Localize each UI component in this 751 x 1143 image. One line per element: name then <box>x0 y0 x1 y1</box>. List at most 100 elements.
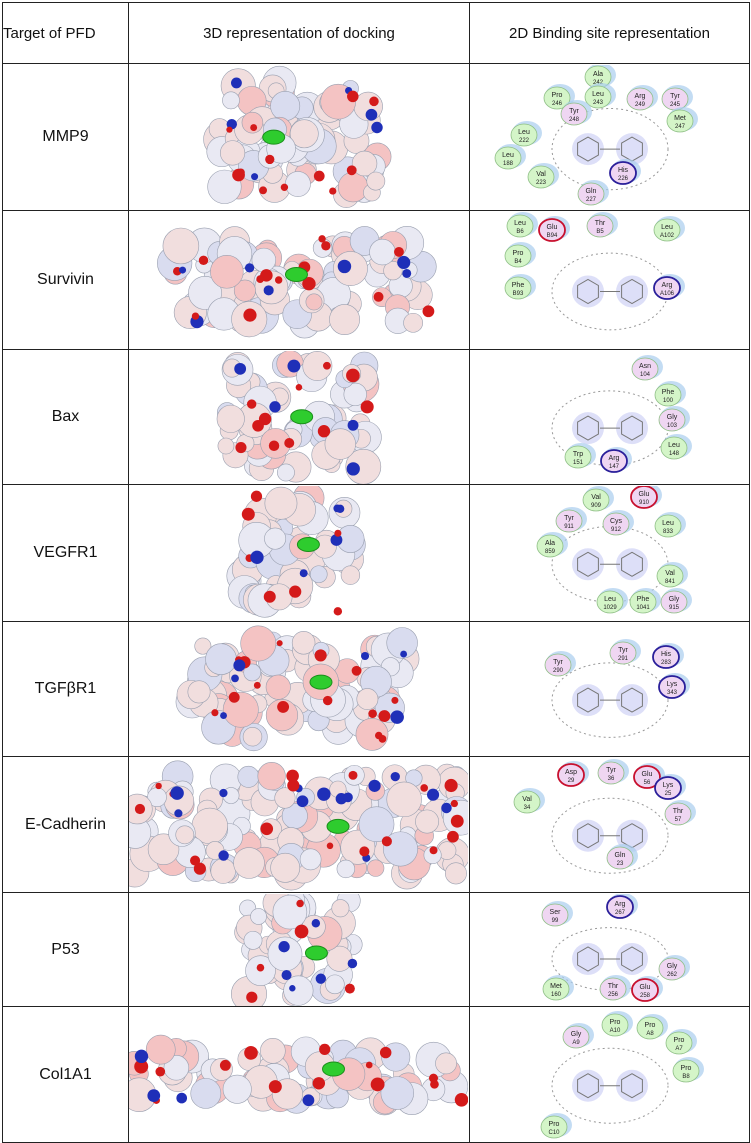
residue-number: 262 <box>667 972 678 978</box>
residue-number: B4 <box>514 259 522 265</box>
ligand-structure <box>572 819 648 852</box>
residue-number: 56 <box>644 780 651 786</box>
residue: Gly 915 <box>660 587 692 613</box>
residue-name: Tyr <box>606 767 616 774</box>
residue-number: B93 <box>513 291 524 297</box>
docking-3d-cell <box>128 756 470 893</box>
residue: Ser 99 <box>541 900 573 926</box>
residue: Leu 222 <box>510 120 542 146</box>
residue-name: Thr <box>608 983 619 990</box>
residue: Gly 103 <box>658 405 690 431</box>
docking-3d-cell <box>128 63 470 211</box>
residue: Arg 267 <box>606 893 638 919</box>
residue-number: 36 <box>608 776 615 782</box>
residue-number: 915 <box>669 605 680 611</box>
surface-blob <box>129 1034 468 1115</box>
residue-name: Leu <box>662 520 674 527</box>
residue-name: Asp <box>565 769 577 776</box>
interaction-diagram: Val 909 Glu 910 Tyr 911 Cys 912 Leu 833 Ala 859 Val 8… <box>536 485 692 613</box>
residue: Pro B4 <box>504 241 536 267</box>
residue: His 283 <box>652 642 684 669</box>
residue-number: 29 <box>568 778 575 784</box>
surface-blob <box>129 760 468 890</box>
residue-number: 99 <box>552 918 559 924</box>
surface-blob <box>216 350 382 484</box>
surface-blob <box>226 485 366 618</box>
residue: Arg A106 <box>653 273 685 300</box>
surface-blob <box>157 225 437 338</box>
protein-surface <box>129 760 468 890</box>
residue-number: 1029 <box>603 605 617 611</box>
residue: Ala 242 <box>584 64 616 88</box>
residue: Glu B94 <box>538 215 570 242</box>
residue-name: Phe <box>512 282 525 289</box>
residue: Val 909 <box>582 485 614 511</box>
residue-name: Phe <box>662 389 675 396</box>
residue-number: 291 <box>618 656 629 662</box>
residue-number: 258 <box>640 993 651 999</box>
residue-name: Thr <box>595 220 606 227</box>
header-3d: 3D representation of docking <box>128 2 470 64</box>
protein-surface <box>216 350 382 484</box>
residue: Tyr 291 <box>609 638 641 664</box>
residue-number: B6 <box>516 229 524 235</box>
protein-surface <box>129 1034 468 1115</box>
residue-number: 188 <box>503 161 514 167</box>
residue: Lys 25 <box>654 773 686 800</box>
protein-surface <box>157 225 437 338</box>
residue-number: 912 <box>611 527 622 533</box>
residue-name: Leu <box>668 442 680 449</box>
residue-number: 25 <box>665 791 672 797</box>
residue-name: Leu <box>514 220 526 227</box>
residue: Pro 246 <box>543 83 575 109</box>
residue-name: Met <box>674 115 686 122</box>
residue-number: 227 <box>586 197 597 203</box>
binding-site-2d-cell: Ala 242 Pro 246 Leu 243 Arg 249 Tyr 245 Tyr 248 Met 2… <box>469 63 750 211</box>
residue-number: 246 <box>552 101 563 107</box>
residue-number: 222 <box>519 138 530 144</box>
residue-name: Gln <box>615 852 626 859</box>
binding-site-2d-cell: Pro A10 Pro A8 Gly A9 Pro A7 Pro B8 Pro C10 <box>469 1006 750 1143</box>
table-row: P53 Arg 267 Ser 99 Gly 262 Met 160 Thr 256 Glu 258 <box>2 892 750 1007</box>
residue-number: 242 <box>593 80 604 86</box>
residue: Arg 147 <box>600 446 632 473</box>
docking-3d-cell <box>128 1006 470 1143</box>
interaction-diagram: Leu B6 Glu B94 Thr B5 Leu A102 Pro B4 Phe B93 Arg A10… <box>504 211 685 330</box>
residue-name: Pro <box>681 1065 692 1072</box>
residue: Phe 100 <box>654 380 686 406</box>
residue-number: 833 <box>663 529 674 535</box>
header-row: Target of PFD 3D representation of docki… <box>2 2 750 64</box>
interaction-diagram: Arg 267 Ser 99 Gly 262 Met 160 Thr 256 Glu 258 <box>541 893 690 1002</box>
residue-number: B94 <box>547 233 558 239</box>
interaction-diagram: Ala 242 Pro 246 Leu 243 Arg 249 Tyr 245 Tyr 248 Met 2… <box>494 64 698 205</box>
residue: Pro C10 <box>540 1112 572 1138</box>
residue: Pro A8 <box>636 1013 668 1039</box>
residue-name: Gln <box>586 188 597 195</box>
binding-site-2d-cell: Leu B6 Glu B94 Thr B5 Leu A102 Pro B4 Phe B93 Arg A10… <box>469 210 750 350</box>
protein-surface <box>175 625 420 751</box>
ligand-molecule <box>322 1061 346 1077</box>
target-name: Col1A1 <box>2 1006 129 1143</box>
residue-name: Leu <box>604 596 616 603</box>
protein-surface <box>203 65 392 208</box>
residue-number: A7 <box>675 1046 683 1052</box>
docking-3d-cell <box>128 621 470 757</box>
residue-name: Pro <box>645 1022 656 1029</box>
residue-number: A8 <box>646 1031 654 1037</box>
residue-name: Glu <box>642 771 653 778</box>
residue: Phe B93 <box>504 273 536 299</box>
residue-name: Cys <box>610 518 623 525</box>
target-name: Survivin <box>2 210 129 350</box>
residue-name: Ser <box>550 909 562 916</box>
residue: Met 247 <box>666 106 698 132</box>
residue-number: 104 <box>640 372 651 378</box>
target-name: MMP9 <box>2 63 129 211</box>
residue-number: A106 <box>660 291 675 297</box>
residue-number: 100 <box>663 398 674 404</box>
ligand-structure <box>572 942 648 975</box>
table-row: Col1A1 Pro A10 Pro A8 Gly A9 Pro A7 Pro B8 Pro C10 <box>2 1006 750 1143</box>
residue-name: Asn <box>639 363 651 370</box>
residue-name: Gly <box>667 963 678 970</box>
residue-number: A9 <box>572 1040 580 1046</box>
ligand-molecule <box>304 944 328 960</box>
